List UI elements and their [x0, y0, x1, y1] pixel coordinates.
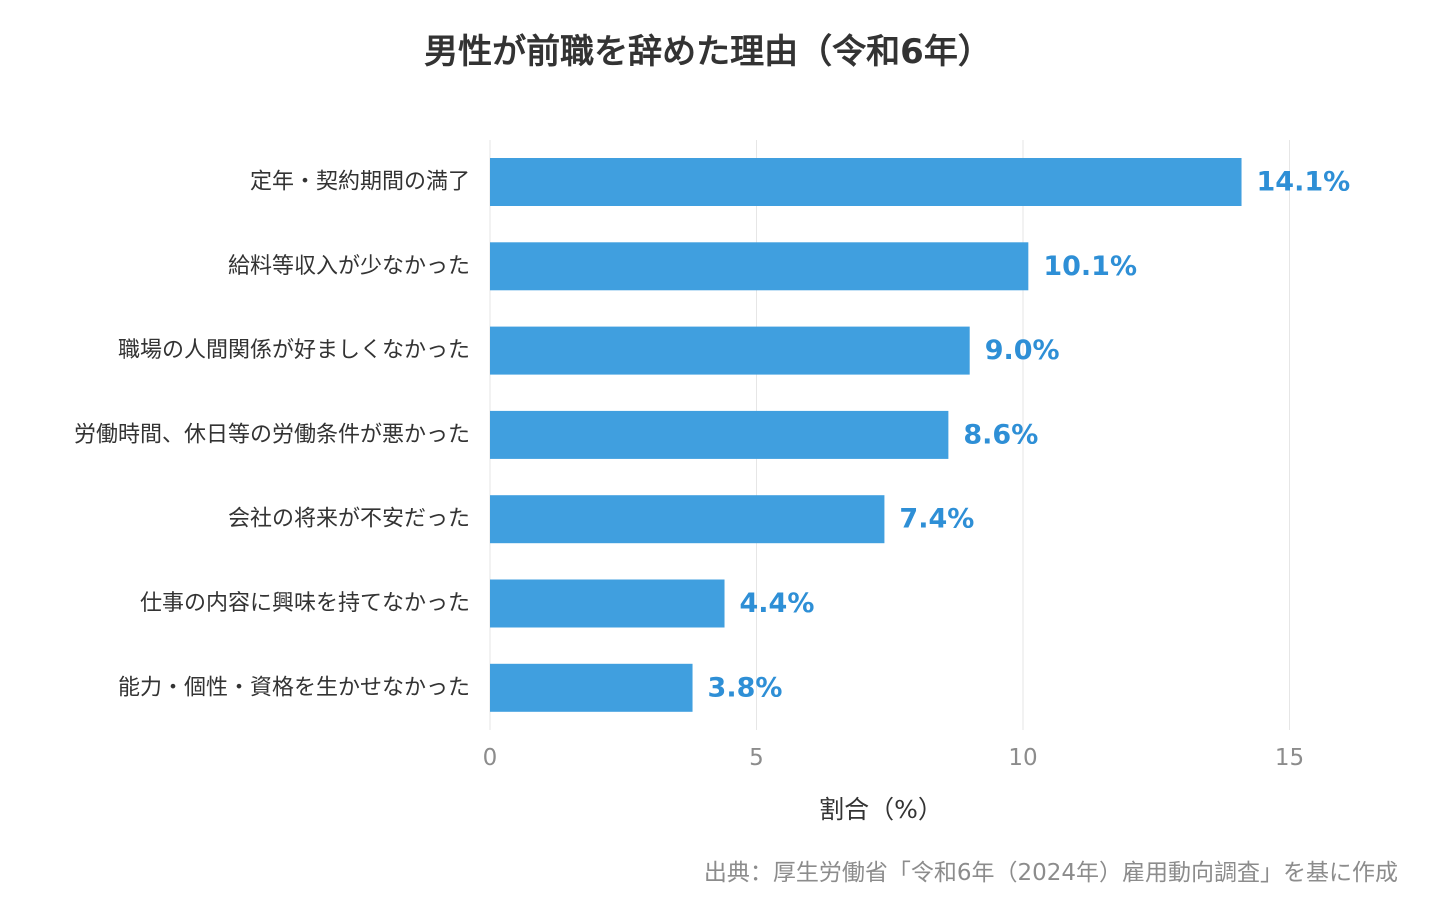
- x-axis-label: 割合（%）: [819, 795, 943, 824]
- category-label: 定年・契約期間の満了: [250, 170, 470, 195]
- bar: [490, 242, 1029, 291]
- category-label: 能力・個性・資格を生かせなかった: [118, 675, 470, 700]
- value-label: 4.4%: [740, 588, 815, 619]
- category-label: 仕事の内容に興味を持てなかった: [140, 591, 470, 616]
- x-tick-label: 15: [1275, 745, 1304, 771]
- category-label: 労働時間、休日等の労働条件が悪かった: [74, 422, 470, 447]
- value-label: 3.8%: [708, 672, 783, 703]
- x-tick-label: 0: [483, 745, 498, 771]
- bar: [490, 579, 725, 628]
- x-axis-ticks: 0 5 10 15: [483, 745, 1304, 771]
- x-tick-label: 10: [1008, 745, 1037, 771]
- bar: [490, 663, 693, 712]
- value-label: 10.1%: [1043, 251, 1137, 282]
- category-label: 職場の人間関係が好ましくなかった: [118, 338, 470, 363]
- category-label: 会社の将来が不安だった: [228, 507, 470, 532]
- category-labels: 定年・契約期間の満了給料等収入が少なかった職場の人間関係が好ましくなかった労働時…: [74, 170, 470, 701]
- bar: [490, 158, 1242, 206]
- bar: [490, 326, 970, 375]
- bar: [490, 495, 885, 544]
- x-tick-label: 5: [749, 745, 764, 771]
- value-label: 9.0%: [985, 335, 1060, 366]
- chart-title: 男性が前職を辞めた理由（令和6年）: [424, 32, 992, 72]
- source-note: 出典：厚生労働省「令和6年（2024年）雇用動向調査」を基に作成: [703, 860, 1398, 886]
- bar: [490, 410, 949, 459]
- bars: [490, 158, 1242, 712]
- value-labels: 14.1% 10.1% 9.0% 8.6% 7.4% 4.4% 3.8%: [708, 167, 1351, 704]
- value-label: 7.4%: [899, 504, 974, 535]
- value-label: 8.6%: [963, 419, 1038, 450]
- value-label: 14.1%: [1257, 167, 1351, 198]
- category-label: 給料等収入が少なかった: [228, 254, 470, 279]
